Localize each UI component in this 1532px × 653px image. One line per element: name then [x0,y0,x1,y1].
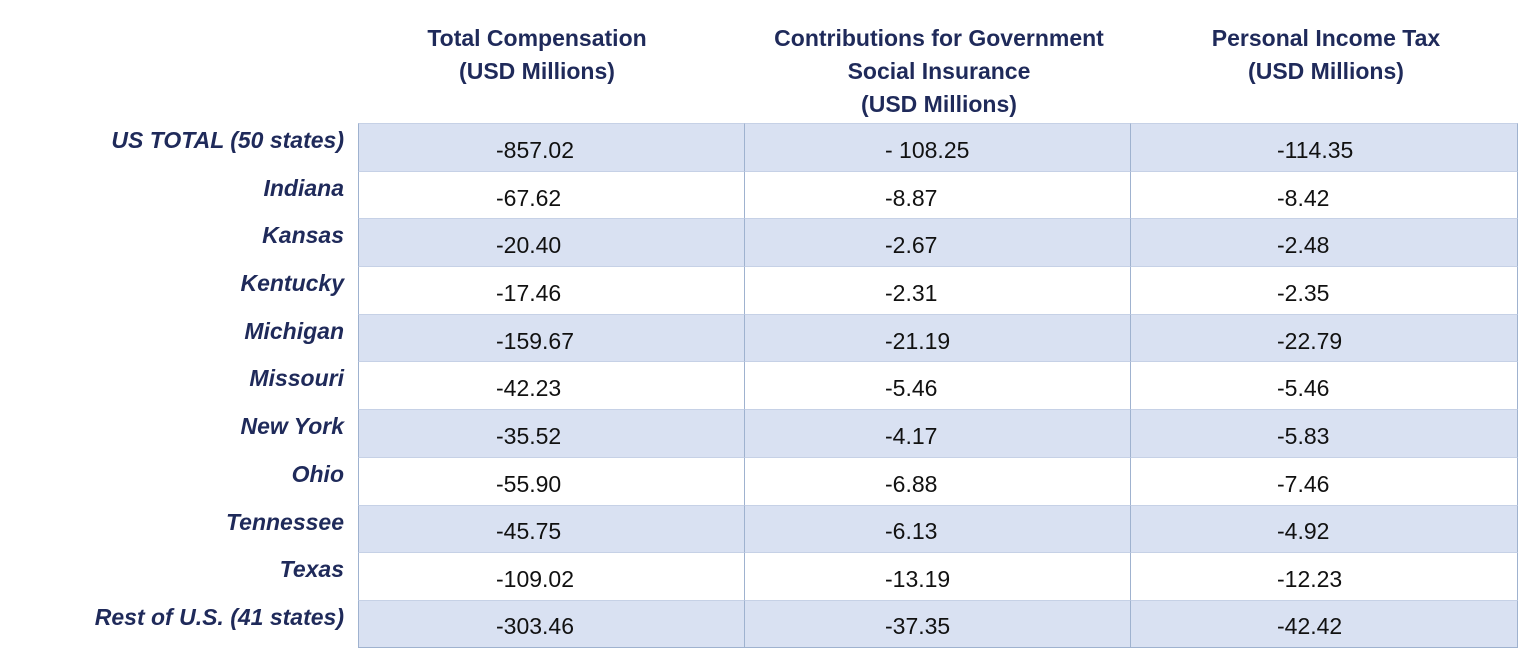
row-label: Texas [55,552,358,600]
cell-total-compensation: -17.46 [358,266,744,314]
row-label: Michigan [55,313,358,362]
cell-total-compensation: -109.02 [358,552,744,600]
cell-contributions: -4.17 [744,409,1130,457]
table-row: US TOTAL (50 states) -857.02 - 108.25 -1… [55,123,1518,171]
header-contributions-line2: Social Insurance [847,58,1031,84]
cell-total-compensation: -857.02 [358,123,744,171]
cell-income-tax: -42.42 [1130,599,1518,648]
cell-total-compensation: -42.23 [358,361,744,410]
cell-contributions: -37.35 [744,599,1130,648]
table-row: Missouri -42.23 -5.46 -5.46 [55,361,1518,410]
row-label: Ohio [55,456,358,505]
cell-total-compensation: -45.75 [358,504,744,553]
cell-income-tax: -114.35 [1130,123,1518,171]
header-contributions-line3: (USD Millions) [861,91,1017,117]
header-personal-income-tax: Personal Income Tax (USD Millions) [1170,22,1482,88]
header-income-tax-line2: (USD Millions) [1248,58,1404,84]
row-label: New York [55,409,358,457]
table-row: Michigan -159.67 -21.19 -22.79 [55,313,1518,362]
header-contributions-line1: Contributions for Government [774,25,1104,51]
cell-income-tax: -5.46 [1130,361,1518,410]
cell-income-tax: -2.35 [1130,266,1518,314]
table-row: Rest of U.S. (41 states) -303.46 -37.35 … [55,599,1518,648]
cell-contributions: - 108.25 [744,123,1130,171]
row-label: Tennessee [55,504,358,553]
header-contributions: Contributions for Government Social Insu… [746,22,1132,121]
cell-contributions: -2.67 [744,218,1130,267]
row-label: Kentucky [55,266,358,314]
cell-income-tax: -12.23 [1130,552,1518,600]
table-row: Ohio -55.90 -6.88 -7.46 [55,456,1518,505]
table-row: New York -35.52 -4.17 -5.83 [55,409,1518,457]
cell-contributions: -21.19 [744,313,1130,362]
row-label: Kansas [55,218,358,267]
table-row: Indiana -67.62 -8.87 -8.42 [55,170,1518,219]
data-table: US TOTAL (50 states) -857.02 - 108.25 -1… [55,123,1518,648]
cell-income-tax: -2.48 [1130,218,1518,267]
cell-contributions: -5.46 [744,361,1130,410]
table-row: Tennessee -45.75 -6.13 -4.92 [55,504,1518,553]
cell-total-compensation: -67.62 [358,170,744,219]
header-total-compensation-line1: Total Compensation [427,25,647,51]
row-label: Missouri [55,361,358,410]
header-total-compensation: Total Compensation (USD Millions) [396,22,678,88]
cell-contributions: -6.13 [744,504,1130,553]
header-income-tax-line1: Personal Income Tax [1211,25,1441,51]
row-label: Indiana [55,170,358,219]
cell-total-compensation: -35.52 [358,409,744,457]
cell-income-tax: -4.92 [1130,504,1518,553]
cell-contributions: -13.19 [744,552,1130,600]
cell-contributions: -8.87 [744,170,1130,219]
row-label: Rest of U.S. (41 states) [55,599,358,648]
cell-contributions: -2.31 [744,266,1130,314]
cell-income-tax: -8.42 [1130,170,1518,219]
row-label: US TOTAL (50 states) [55,123,358,171]
cell-income-tax: -7.46 [1130,456,1518,505]
cell-total-compensation: -55.90 [358,456,744,505]
table-row: Texas -109.02 -13.19 -12.23 [55,552,1518,600]
table-row: Kentucky -17.46 -2.31 -2.35 [55,266,1518,314]
table-row: Kansas -20.40 -2.67 -2.48 [55,218,1518,267]
cell-income-tax: -22.79 [1130,313,1518,362]
header-total-compensation-line2: (USD Millions) [459,58,615,84]
cell-total-compensation: -159.67 [358,313,744,362]
cell-total-compensation: -303.46 [358,599,744,648]
cell-contributions: -6.88 [744,456,1130,505]
cell-total-compensation: -20.40 [358,218,744,267]
cell-income-tax: -5.83 [1130,409,1518,457]
